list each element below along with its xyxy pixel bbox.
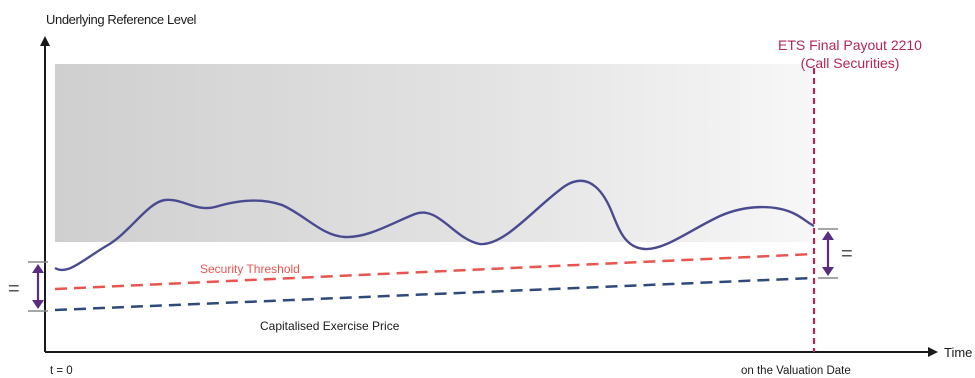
left-gap-arrowhead-top [32,264,44,273]
final-payout-title: ETS Final Payout 2210 [778,37,922,53]
security-threshold-line [54,252,815,291]
final-payout-subtitle: (Call Securities) [801,55,900,71]
y-axis-arrow [40,36,50,46]
x-axis-label: Time [944,345,972,360]
t0-label: t = 0 [50,365,73,377]
underlying-reference-line [54,179,815,272]
x-axis-arrow [928,347,938,357]
shaded-band [55,64,812,242]
left-equals-sign: = [8,278,20,300]
right-gap-arrowhead-bottom [822,267,834,276]
y-axis-label: Underlying Reference Level [46,12,197,27]
security-threshold-label: Security Threshold [200,262,300,276]
left-gap-arrowhead-bottom [32,300,44,309]
exercise-price-label: Capitalised Exercise Price [260,319,400,333]
valuation-date-label: on the Valuation Date [741,365,851,377]
exercise-price-line [54,276,815,312]
right-equals-sign: = [841,243,853,265]
right-gap-arrowhead-top [822,231,834,240]
